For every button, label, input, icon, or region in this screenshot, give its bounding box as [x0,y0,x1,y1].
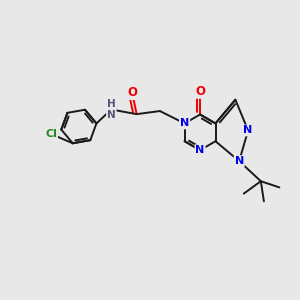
Text: O: O [195,85,205,98]
Text: N: N [180,118,189,128]
Text: N: N [244,125,253,135]
Text: Cl: Cl [45,129,57,139]
Text: N: N [235,156,244,166]
Text: O: O [127,86,137,99]
Text: H
N: H N [107,99,116,120]
Text: N: N [195,145,205,155]
